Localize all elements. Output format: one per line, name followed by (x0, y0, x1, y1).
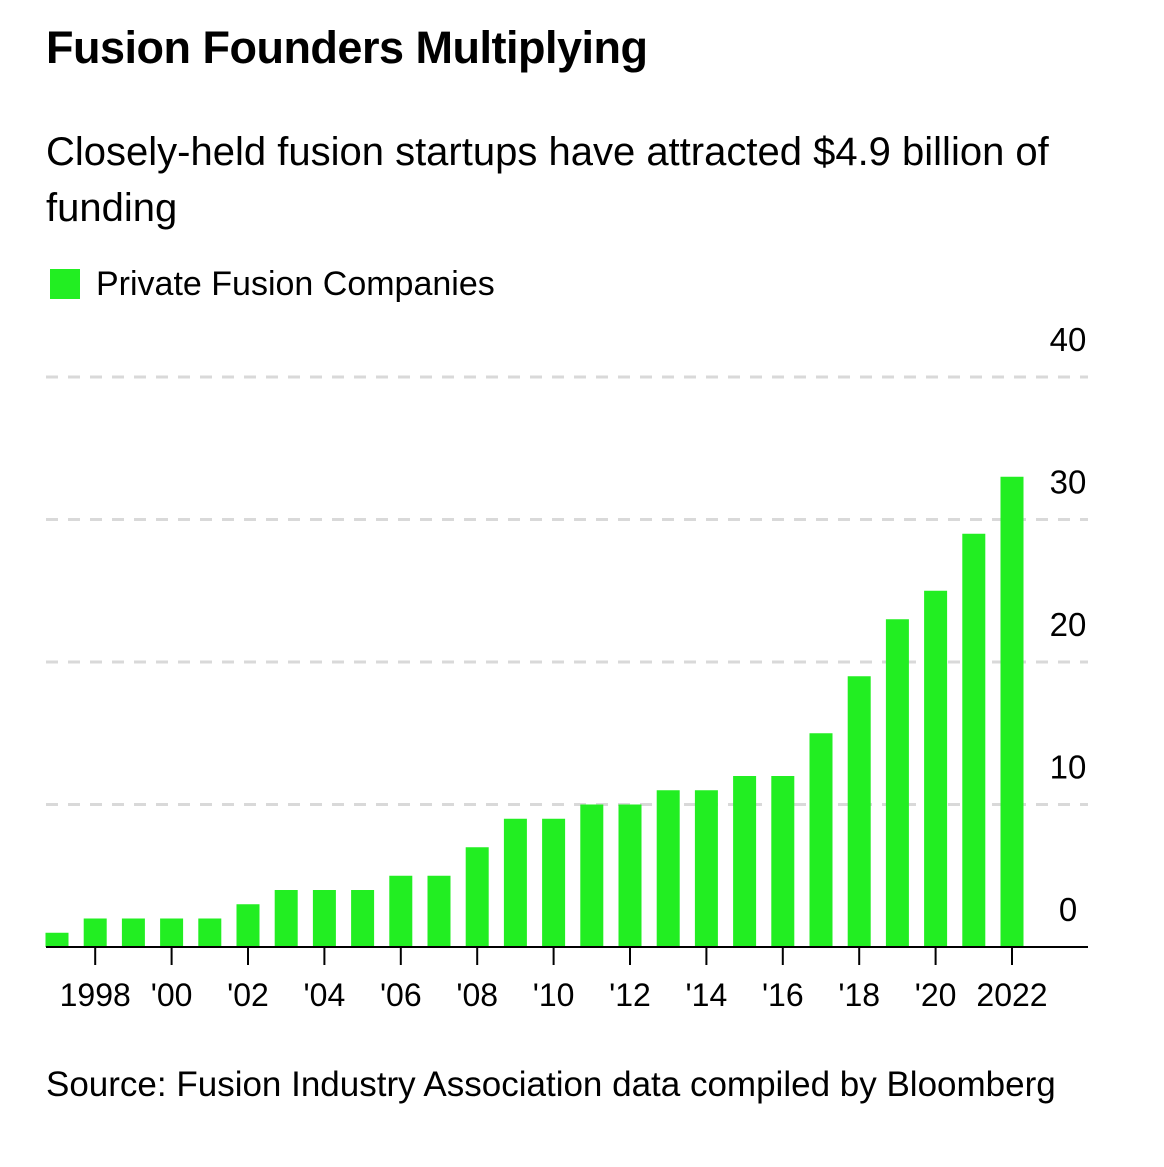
bar (885, 619, 909, 947)
bar (45, 932, 69, 947)
chart-subtitle: Closely-held fusion startups have attrac… (46, 130, 1049, 230)
bar (962, 533, 986, 947)
bar-chart: 1998'00'02'04'06'08'10'12'14'16'18'20 202… (45, 321, 1088, 1013)
y-tick-label: 0 (1059, 891, 1077, 928)
bar (580, 804, 604, 947)
bar (618, 804, 642, 947)
x-tick-label: '02 (227, 977, 269, 1013)
bar (809, 733, 833, 947)
bars (45, 476, 1024, 947)
bar (694, 790, 718, 947)
x-tick-label: '20 (915, 977, 957, 1013)
bar (236, 904, 260, 947)
bar (389, 875, 413, 947)
x-tick-label: '08 (456, 977, 498, 1013)
legend: Private Fusion Companies (50, 262, 495, 306)
legend-label: Private Fusion Companies (96, 264, 495, 303)
bar (1000, 476, 1024, 947)
bar (771, 776, 795, 947)
x-tick-label: 1998 (60, 977, 131, 1013)
bar (924, 590, 948, 947)
bar (733, 776, 757, 947)
bar (312, 890, 336, 947)
bar (503, 818, 527, 947)
y-tick-label: 40 (1050, 321, 1087, 358)
bar (83, 918, 107, 947)
x-tick-label: 2022 (976, 977, 1047, 1013)
x-tick-label: '16 (762, 977, 804, 1013)
x-tick-label: '06 (380, 977, 422, 1013)
x-tick-label: '04 (304, 977, 346, 1013)
legend-swatch (50, 269, 80, 299)
x-tick-label: '18 (838, 977, 880, 1013)
y-tick-label: 10 (1050, 749, 1087, 786)
bar (121, 918, 145, 947)
bar (542, 818, 566, 947)
x-tick-label: '00 (151, 977, 193, 1013)
y-tick-label: 30 (1050, 464, 1087, 501)
bar (427, 875, 451, 947)
x-tick-label: '14 (686, 977, 728, 1013)
bar (198, 918, 222, 947)
bar (656, 790, 680, 947)
source-note: Source: Fusion Industry Association data… (46, 1065, 1056, 1104)
bar (847, 676, 871, 947)
bar (274, 890, 298, 947)
chart-title: Fusion Founders Multiplying (46, 22, 648, 73)
y-axis-ticks: 0 10 20 30 40 (1050, 321, 1087, 928)
bar (160, 918, 184, 947)
x-tick-label: '10 (533, 977, 575, 1013)
bar (351, 890, 375, 947)
x-axis: 1998 '00 '02 '04 '06 '08 '10 '12 '14 '16 '18 '20 202… (46, 946, 1088, 1013)
y-tick-label: 20 (1050, 606, 1087, 643)
x-tick-label: '12 (609, 977, 651, 1013)
gridlines (46, 375, 1088, 806)
bar (465, 847, 489, 947)
